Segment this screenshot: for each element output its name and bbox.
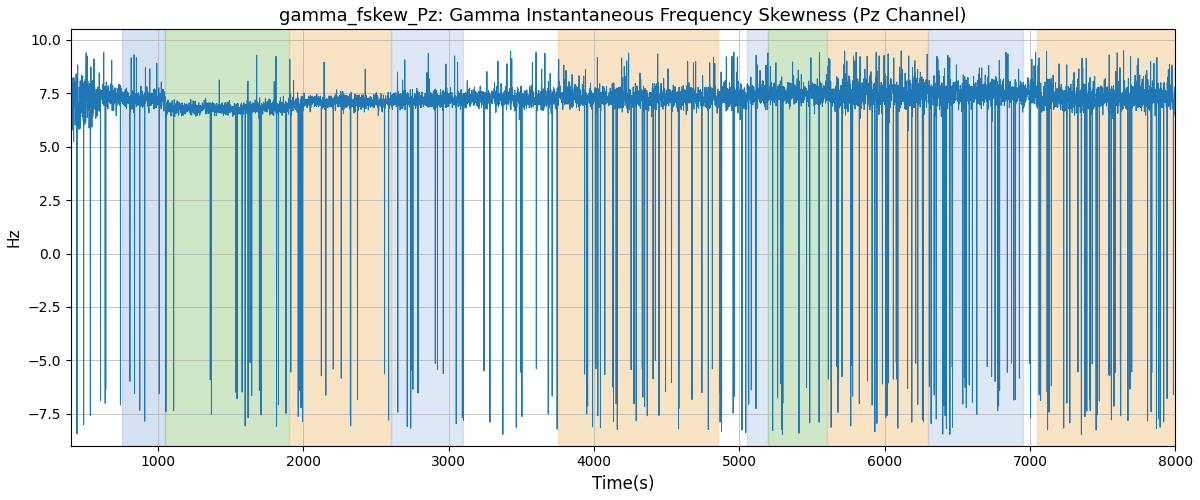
Y-axis label: Hz: Hz — [7, 228, 22, 248]
X-axis label: Time(s): Time(s) — [592, 475, 654, 493]
Bar — [768, 30, 827, 446]
Bar — [166, 30, 289, 446]
Bar — [746, 30, 768, 446]
Bar — [558, 30, 718, 446]
Bar — [827, 30, 929, 446]
Bar — [1037, 30, 1190, 446]
Bar — [289, 30, 390, 446]
Bar — [390, 30, 463, 446]
Title: gamma_fskew_Pz: Gamma Instantaneous Frequency Skewness (Pz Channel): gamma_fskew_Pz: Gamma Instantaneous Freq… — [280, 7, 967, 25]
Bar — [929, 30, 1022, 446]
Bar — [121, 30, 166, 446]
